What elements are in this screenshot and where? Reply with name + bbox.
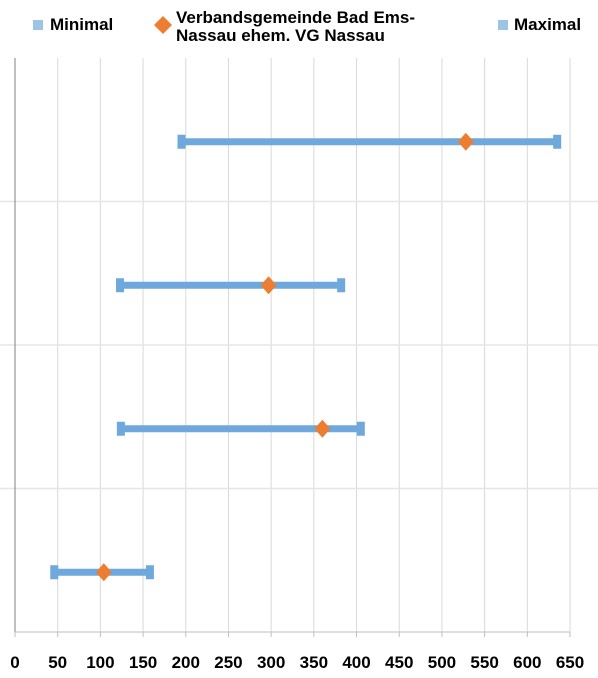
max-marker bbox=[553, 134, 562, 149]
min-marker bbox=[116, 421, 125, 436]
x-tick-label: 350 bbox=[300, 653, 328, 672]
legend-marker-diamond bbox=[154, 16, 172, 34]
max-marker bbox=[356, 421, 365, 436]
x-tick-label: 450 bbox=[385, 653, 413, 672]
x-tick-label: 100 bbox=[86, 653, 114, 672]
x-tick-label: 200 bbox=[172, 653, 200, 672]
value-marker-diamond bbox=[95, 563, 112, 582]
value-marker-diamond bbox=[260, 276, 277, 295]
x-tick-label: 400 bbox=[342, 653, 370, 672]
value-marker-diamond bbox=[457, 132, 474, 151]
legend-marker-square bbox=[498, 20, 508, 30]
value-marker-diamond bbox=[314, 419, 331, 438]
range-row bbox=[177, 132, 562, 151]
x-tick-label: 600 bbox=[513, 653, 541, 672]
legend-item: Minimal bbox=[33, 15, 113, 34]
legend-label: Verbandsgemeinde Bad Ems-Nassau ehem. VG… bbox=[176, 8, 415, 45]
min-marker bbox=[116, 278, 125, 293]
range-row bbox=[116, 276, 346, 295]
legend-item: Maximal bbox=[498, 15, 581, 34]
legend-label: Maximal bbox=[514, 15, 581, 34]
max-marker bbox=[145, 565, 154, 580]
plot-area bbox=[50, 132, 562, 582]
x-axis: 0 50 100 150 200 250 300 350 400 450 500 550 600 650 bbox=[10, 58, 584, 672]
range-row bbox=[116, 419, 365, 438]
x-tick-label: 150 bbox=[129, 653, 157, 672]
range-row bbox=[50, 563, 154, 582]
min-marker bbox=[177, 134, 186, 149]
x-tick-label: 650 bbox=[556, 653, 584, 672]
x-tick-label: 500 bbox=[428, 653, 456, 672]
x-tick-label: 250 bbox=[214, 653, 242, 672]
grid bbox=[0, 58, 598, 632]
legend-item: Verbandsgemeinde Bad Ems-Nassau ehem. VG… bbox=[154, 8, 415, 45]
x-tick-label: 50 bbox=[48, 653, 67, 672]
legend-marker-square bbox=[33, 20, 43, 30]
min-marker bbox=[50, 565, 59, 580]
legend: Minimal Verbandsgemeinde Bad Ems-Nassau e… bbox=[33, 8, 581, 45]
x-tick-label: 300 bbox=[257, 653, 285, 672]
x-tick-label: 0 bbox=[10, 653, 19, 672]
legend-label: Minimal bbox=[50, 15, 113, 34]
x-tick-label: 550 bbox=[470, 653, 498, 672]
max-marker bbox=[337, 278, 346, 293]
